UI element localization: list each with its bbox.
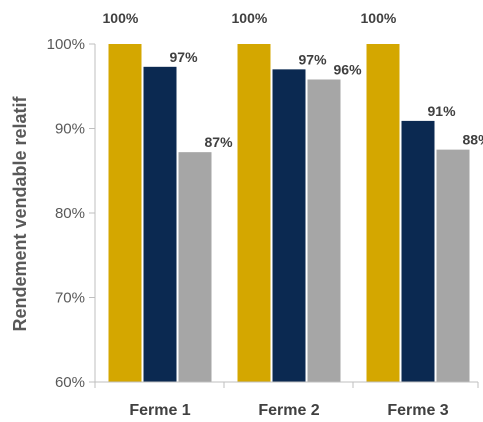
bars-layer bbox=[108, 44, 470, 383]
data-label: 87% bbox=[205, 134, 234, 150]
y-tick-label: 70% bbox=[55, 290, 85, 307]
y-tick-label: 100% bbox=[47, 36, 85, 53]
bar-series3-ferme-3 bbox=[436, 149, 470, 382]
data-label: 100% bbox=[103, 10, 139, 26]
bar-series3-ferme-1 bbox=[178, 152, 212, 382]
data-label: 97% bbox=[170, 49, 199, 65]
axes-layer bbox=[89, 43, 479, 388]
bar-series2-ferme-1 bbox=[143, 66, 177, 382]
data-label: 91% bbox=[428, 103, 457, 119]
bar-series2-ferme-2 bbox=[272, 69, 306, 382]
y-axis-title: Rendement vendable relatif bbox=[10, 95, 30, 331]
labels-layer: 100% 97% 87% 100% 97% 96% 100% 91% 88% 60% 70% 80% 9… bbox=[47, 10, 483, 419]
bar-series1-ferme-2 bbox=[237, 44, 271, 382]
bar-series3-ferme-2 bbox=[307, 79, 341, 383]
x-category-label: Ferme 2 bbox=[258, 402, 319, 419]
data-label: 100% bbox=[232, 10, 268, 26]
bar-series1-ferme-3 bbox=[366, 44, 400, 382]
data-label: 96% bbox=[334, 61, 363, 77]
bar-series1-ferme-1 bbox=[108, 44, 142, 382]
y-tick-label: 60% bbox=[55, 374, 85, 391]
y-tick-label: 80% bbox=[55, 205, 85, 222]
data-label: 97% bbox=[299, 51, 328, 67]
y-tick-label: 90% bbox=[55, 121, 85, 138]
data-label: 100% bbox=[361, 10, 397, 26]
data-label: 88% bbox=[463, 132, 483, 148]
x-category-label: Ferme 1 bbox=[129, 402, 190, 419]
x-category-label: Ferme 3 bbox=[387, 402, 448, 419]
bar-series2-ferme-3 bbox=[401, 120, 435, 383]
